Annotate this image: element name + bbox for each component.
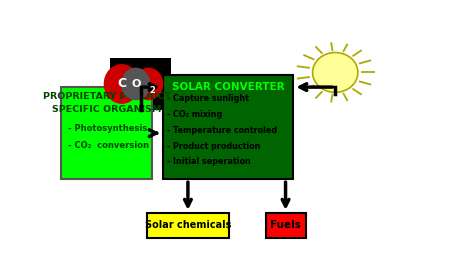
Text: PROPRIETARY PRODUCT: PROPRIETARY PRODUCT xyxy=(43,92,171,101)
Text: - Product production: - Product production xyxy=(167,141,260,150)
Text: C: C xyxy=(117,78,126,91)
Text: - Photosynthesis: - Photosynthesis xyxy=(68,124,147,133)
FancyBboxPatch shape xyxy=(147,213,229,238)
Text: 2: 2 xyxy=(149,86,155,95)
Text: - CO₂  conversion: - CO₂ conversion xyxy=(68,141,149,150)
Ellipse shape xyxy=(134,68,163,100)
Text: - Initial seperation: - Initial seperation xyxy=(167,157,251,166)
FancyBboxPatch shape xyxy=(162,75,293,179)
Text: - Capture sunlight: - Capture sunlight xyxy=(167,94,249,103)
Ellipse shape xyxy=(121,68,150,100)
Ellipse shape xyxy=(313,52,358,92)
Text: Solar chemicals: Solar chemicals xyxy=(145,220,231,230)
Text: SPECIFIC ORGANISM: SPECIFIC ORGANISM xyxy=(52,105,162,114)
FancyBboxPatch shape xyxy=(110,58,171,110)
Text: O: O xyxy=(131,79,140,89)
FancyBboxPatch shape xyxy=(62,87,152,179)
Ellipse shape xyxy=(104,64,140,104)
Text: Fuels: Fuels xyxy=(270,220,301,230)
Text: - Temperature controled: - Temperature controled xyxy=(167,126,277,135)
FancyBboxPatch shape xyxy=(266,213,306,238)
Text: - CO₂ mixing: - CO₂ mixing xyxy=(167,110,222,119)
Text: SOLAR CONVERTER: SOLAR CONVERTER xyxy=(172,82,284,92)
